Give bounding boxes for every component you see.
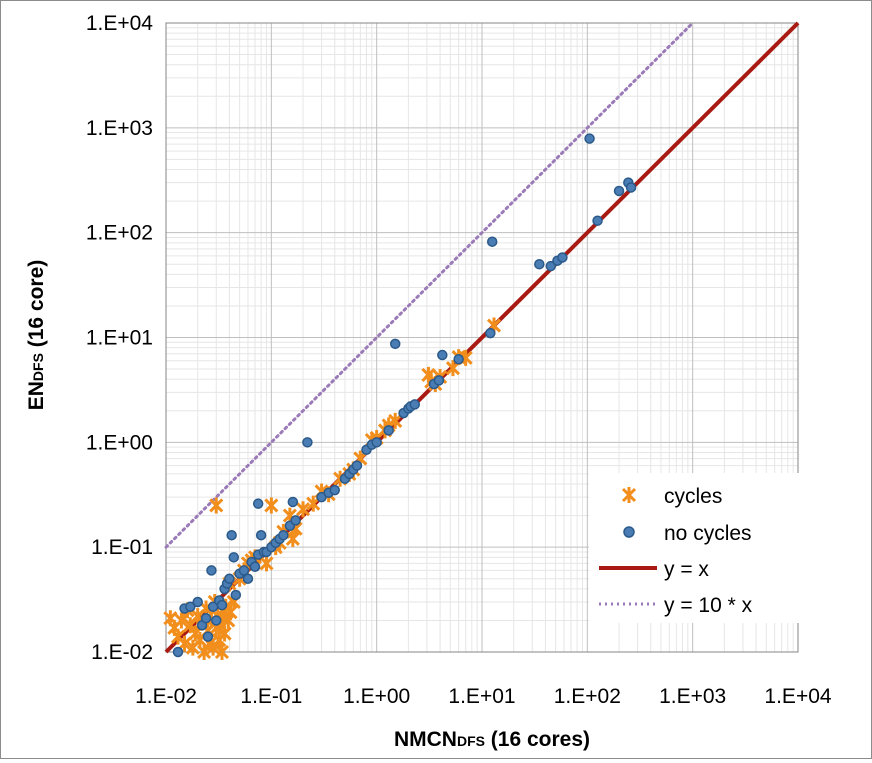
no-cycles-point — [206, 565, 217, 576]
x-axis-tick-labels: 1.E-02 1.E-01 1.E+00 1.E+01 1.E+02 1.E+03 1.E+… — [135, 685, 832, 708]
legend-cycles-marker — [621, 487, 637, 503]
no-cycles-point — [172, 646, 184, 658]
no-cycles-point — [302, 437, 313, 448]
no-cycles-point — [437, 349, 448, 361]
no-cycles-point — [230, 589, 242, 601]
x-tick-label: 1.E+01 — [448, 685, 515, 708]
no-cycles-point — [192, 596, 203, 608]
y-axis-tick-labels: 1.E-02 1.E-01 1.E+00 1.E+01 1.E+02 1.E+03 1.E+… — [86, 12, 153, 664]
no-cycles-point — [592, 215, 603, 226]
no-cycles-point — [409, 399, 421, 410]
no-cycles-point — [226, 529, 237, 541]
cycles-point — [214, 644, 230, 660]
no-cycles-point — [228, 552, 240, 563]
no-cycles-point — [545, 260, 557, 272]
no-cycles-point — [200, 612, 212, 624]
no-cycles-point — [185, 601, 196, 613]
y-tick-label: 1.E-02 — [91, 641, 153, 664]
cycles-point — [217, 625, 232, 642]
no-cycles-point — [453, 354, 464, 365]
plot-area-border — [165, 22, 799, 653]
x-axis-title: NMCNDFS (16 cores) — [394, 728, 590, 751]
x-tick-label: 1.E+04 — [764, 685, 831, 708]
x-tick-label: 1.E+00 — [343, 685, 410, 708]
x-tick-label: 1.E-01 — [240, 685, 302, 708]
no-cycles-point — [584, 133, 595, 144]
no-cycles-point — [249, 561, 261, 573]
legend: cycles no cycles y = x y = 10 * x — [589, 473, 799, 623]
no-cycles-point — [433, 375, 445, 386]
no-cycles-point — [224, 573, 235, 584]
no-cycles-point — [242, 573, 254, 584]
no-cycles-point — [534, 258, 545, 270]
no-cycles-point — [351, 460, 363, 471]
cycles-point — [388, 412, 403, 429]
no-cycles-point — [238, 565, 250, 576]
no-cycles-point — [371, 437, 382, 448]
cycles-point — [259, 555, 274, 572]
y-tick-label: 1.E+04 — [86, 12, 153, 35]
no-cycles-point — [255, 529, 267, 541]
no-cycles-point — [383, 425, 394, 436]
series-no-cycles — [172, 133, 637, 658]
y-tick-label: 1.E+01 — [86, 327, 153, 350]
cycles-point — [197, 644, 212, 660]
cycles-point — [264, 497, 279, 514]
no-cycles-point — [486, 236, 498, 247]
no-cycles-point — [290, 515, 301, 526]
y-tick-label: 1.E+02 — [86, 222, 153, 245]
no-cycles-point — [278, 529, 289, 541]
legend-no-cycles-marker — [623, 526, 635, 538]
y-tick-label: 1.E+03 — [86, 117, 153, 140]
no-cycles-point — [329, 484, 341, 496]
no-cycles-point — [252, 498, 264, 509]
no-cycles-point — [557, 252, 568, 263]
no-cycles-point — [202, 631, 214, 642]
legend-y-eq-10x-label: y = 10 * x — [664, 594, 753, 617]
cycles-point — [209, 497, 224, 514]
series-line-y-eq-10x — [164, 21, 695, 549]
legend-y-eq-x-label: y = x — [664, 558, 709, 581]
legend-no-cycles-label: no cycles — [664, 522, 752, 545]
no-cycles-point — [216, 599, 228, 611]
y-tick-label: 1.E-01 — [91, 536, 153, 559]
cycles-point — [295, 501, 311, 518]
x-tick-label: 1.E+02 — [554, 685, 621, 708]
no-cycles-point — [485, 327, 496, 339]
x-tick-label: 1.E+03 — [659, 685, 726, 708]
no-cycles-point — [389, 338, 401, 350]
no-cycles-point — [613, 185, 625, 197]
no-cycles-point — [625, 182, 637, 193]
y-axis-title: ENDFS (16 core) — [25, 260, 48, 411]
legend-cycles-label: cycles — [664, 485, 722, 508]
y-tick-label: 1.E+00 — [86, 431, 153, 454]
x-tick-label: 1.E-02 — [135, 685, 197, 708]
no-cycles-point — [287, 496, 299, 508]
no-cycles-point — [211, 615, 222, 626]
